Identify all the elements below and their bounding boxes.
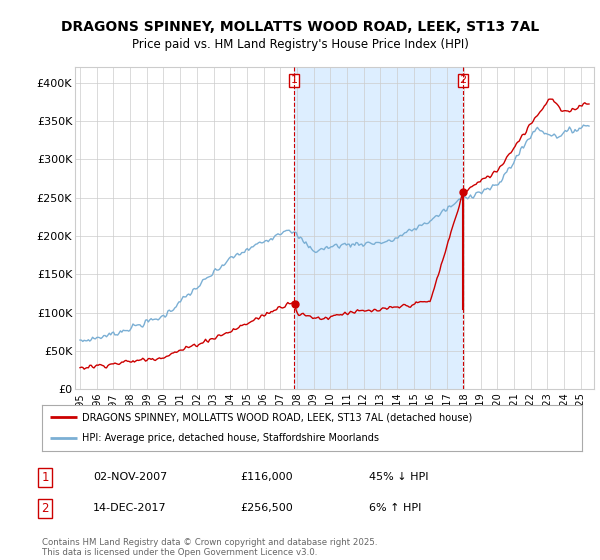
Text: 02-NOV-2007: 02-NOV-2007 bbox=[93, 472, 167, 482]
Text: 1: 1 bbox=[41, 470, 49, 484]
Bar bbox=[294, 67, 463, 389]
Text: 2: 2 bbox=[41, 502, 49, 515]
Text: HPI: Average price, detached house, Staffordshire Moorlands: HPI: Average price, detached house, Staf… bbox=[83, 433, 380, 444]
Text: Contains HM Land Registry data © Crown copyright and database right 2025.
This d: Contains HM Land Registry data © Crown c… bbox=[42, 538, 377, 557]
Text: DRAGONS SPINNEY, MOLLATTS WOOD ROAD, LEEK, ST13 7AL: DRAGONS SPINNEY, MOLLATTS WOOD ROAD, LEE… bbox=[61, 20, 539, 34]
Text: £256,500: £256,500 bbox=[240, 503, 293, 514]
Text: DRAGONS SPINNEY, MOLLATTS WOOD ROAD, LEEK, ST13 7AL (detached house): DRAGONS SPINNEY, MOLLATTS WOOD ROAD, LEE… bbox=[83, 412, 473, 422]
Text: 14-DEC-2017: 14-DEC-2017 bbox=[93, 503, 167, 514]
Text: Price paid vs. HM Land Registry's House Price Index (HPI): Price paid vs. HM Land Registry's House … bbox=[131, 38, 469, 51]
Text: 6% ↑ HPI: 6% ↑ HPI bbox=[369, 503, 421, 514]
Text: 45% ↓ HPI: 45% ↓ HPI bbox=[369, 472, 428, 482]
Text: 2: 2 bbox=[460, 75, 467, 85]
Text: £116,000: £116,000 bbox=[240, 472, 293, 482]
Text: 1: 1 bbox=[291, 75, 298, 85]
